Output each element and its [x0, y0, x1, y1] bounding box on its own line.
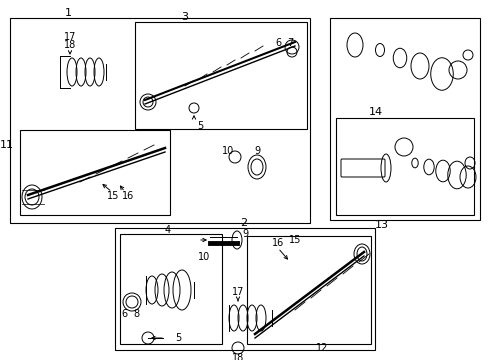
Text: 9: 9 [242, 229, 247, 239]
Text: 12: 12 [315, 343, 327, 353]
Bar [335, 118, 473, 215]
Text: 18: 18 [231, 353, 244, 360]
Text: 10: 10 [222, 146, 234, 156]
Text: 16: 16 [122, 191, 134, 201]
Bar [10, 18, 309, 223]
Text: 10: 10 [198, 252, 210, 262]
Text: 4: 4 [164, 225, 171, 235]
Text: 3: 3 [181, 12, 188, 22]
Text: 15: 15 [288, 235, 301, 245]
Text: 8: 8 [133, 309, 139, 319]
Bar [120, 234, 222, 344]
Text: 6: 6 [274, 38, 281, 48]
Text: 16: 16 [271, 238, 284, 248]
Text: 1: 1 [64, 8, 71, 18]
Bar [329, 18, 479, 220]
Text: 17: 17 [63, 32, 76, 42]
Text: 17: 17 [231, 287, 244, 297]
Text: 5: 5 [175, 333, 181, 343]
Text: 5: 5 [197, 121, 203, 131]
Text: 2: 2 [240, 218, 247, 228]
Text: 15: 15 [106, 191, 119, 201]
Bar [246, 236, 370, 344]
Bar [135, 22, 306, 129]
Text: 9: 9 [253, 146, 260, 156]
Text: 14: 14 [368, 107, 382, 117]
Text: 11: 11 [0, 140, 14, 150]
Text: 6: 6 [121, 309, 127, 319]
Bar [20, 130, 170, 215]
Text: 18: 18 [64, 40, 76, 50]
Text: 7: 7 [286, 38, 292, 48]
Bar [115, 228, 374, 350]
Text: 13: 13 [374, 220, 388, 230]
